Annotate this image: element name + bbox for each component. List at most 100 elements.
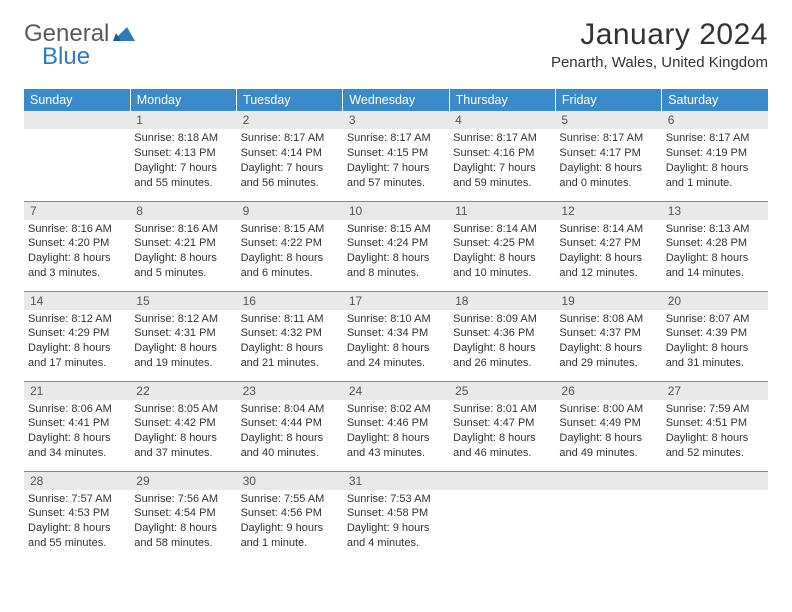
day-number: 28 <box>24 472 130 490</box>
sunrise-text: Sunrise: 8:14 AM <box>559 222 657 237</box>
sunset-text: Sunset: 4:46 PM <box>347 416 445 431</box>
day-number: 7 <box>24 202 130 220</box>
sunrise-text: Sunrise: 8:18 AM <box>134 131 232 146</box>
day-data: Sunrise: 8:18 AMSunset: 4:13 PMDaylight:… <box>130 129 236 190</box>
day-data: Sunrise: 7:57 AMSunset: 4:53 PMDaylight:… <box>24 490 130 551</box>
calendar-day-cell: 5Sunrise: 8:17 AMSunset: 4:17 PMDaylight… <box>555 111 661 201</box>
daylight-text: Daylight: 8 hours and 14 minutes. <box>666 251 764 281</box>
calendar-day-cell: 9Sunrise: 8:15 AMSunset: 4:22 PMDaylight… <box>237 201 343 291</box>
day-data: Sunrise: 8:07 AMSunset: 4:39 PMDaylight:… <box>662 310 768 371</box>
sunset-text: Sunset: 4:34 PM <box>347 326 445 341</box>
day-data: Sunrise: 8:14 AMSunset: 4:27 PMDaylight:… <box>555 220 661 281</box>
sunrise-text: Sunrise: 7:57 AM <box>28 492 126 507</box>
day-number: 22 <box>130 382 236 400</box>
daylight-text: Daylight: 8 hours and 26 minutes. <box>453 341 551 371</box>
calendar-day-cell: 16Sunrise: 8:11 AMSunset: 4:32 PMDayligh… <box>237 291 343 381</box>
daylight-text: Daylight: 8 hours and 8 minutes. <box>347 251 445 281</box>
day-data: Sunrise: 8:17 AMSunset: 4:16 PMDaylight:… <box>449 129 555 190</box>
sunset-text: Sunset: 4:37 PM <box>559 326 657 341</box>
weekday-header: Thursday <box>449 89 555 111</box>
sunrise-text: Sunrise: 8:17 AM <box>453 131 551 146</box>
day-number: 2 <box>237 111 343 129</box>
weekday-header: Wednesday <box>343 89 449 111</box>
daylight-text: Daylight: 8 hours and 58 minutes. <box>134 521 232 551</box>
sunrise-text: Sunrise: 7:55 AM <box>241 492 339 507</box>
day-data: Sunrise: 8:14 AMSunset: 4:25 PMDaylight:… <box>449 220 555 281</box>
sunrise-text: Sunrise: 8:08 AM <box>559 312 657 327</box>
calendar-day-cell: 29Sunrise: 7:56 AMSunset: 4:54 PMDayligh… <box>130 471 236 561</box>
daylight-text: Daylight: 8 hours and 55 minutes. <box>28 521 126 551</box>
calendar-day-cell: 24Sunrise: 8:02 AMSunset: 4:46 PMDayligh… <box>343 381 449 471</box>
sunrise-text: Sunrise: 8:00 AM <box>559 402 657 417</box>
sunset-text: Sunset: 4:58 PM <box>347 506 445 521</box>
daylight-text: Daylight: 8 hours and 21 minutes. <box>241 341 339 371</box>
day-number: 27 <box>662 382 768 400</box>
day-number: 6 <box>662 111 768 129</box>
day-data: Sunrise: 7:59 AMSunset: 4:51 PMDaylight:… <box>662 400 768 461</box>
day-number: 9 <box>237 202 343 220</box>
sunrise-text: Sunrise: 8:14 AM <box>453 222 551 237</box>
calendar-day-cell <box>555 471 661 561</box>
day-data: Sunrise: 8:17 AMSunset: 4:14 PMDaylight:… <box>237 129 343 190</box>
day-data: Sunrise: 8:02 AMSunset: 4:46 PMDaylight:… <box>343 400 449 461</box>
day-data: Sunrise: 8:01 AMSunset: 4:47 PMDaylight:… <box>449 400 555 461</box>
daylight-text: Daylight: 8 hours and 29 minutes. <box>559 341 657 371</box>
day-number <box>24 111 130 129</box>
weekday-header: Friday <box>555 89 661 111</box>
day-data: Sunrise: 8:11 AMSunset: 4:32 PMDaylight:… <box>237 310 343 371</box>
sunrise-text: Sunrise: 8:17 AM <box>559 131 657 146</box>
daylight-text: Daylight: 8 hours and 34 minutes. <box>28 431 126 461</box>
location: Penarth, Wales, United Kingdom <box>551 54 768 71</box>
sunrise-text: Sunrise: 8:17 AM <box>347 131 445 146</box>
day-number: 30 <box>237 472 343 490</box>
calendar-day-cell: 2Sunrise: 8:17 AMSunset: 4:14 PMDaylight… <box>237 111 343 201</box>
sunset-text: Sunset: 4:21 PM <box>134 236 232 251</box>
calendar-day-cell <box>449 471 555 561</box>
daylight-text: Daylight: 8 hours and 46 minutes. <box>453 431 551 461</box>
sunset-text: Sunset: 4:28 PM <box>666 236 764 251</box>
sunrise-text: Sunrise: 8:11 AM <box>241 312 339 327</box>
daylight-text: Daylight: 8 hours and 49 minutes. <box>559 431 657 461</box>
day-data: Sunrise: 8:16 AMSunset: 4:20 PMDaylight:… <box>24 220 130 281</box>
day-number: 26 <box>555 382 661 400</box>
calendar-day-cell: 14Sunrise: 8:12 AMSunset: 4:29 PMDayligh… <box>24 291 130 381</box>
sunset-text: Sunset: 4:27 PM <box>559 236 657 251</box>
daylight-text: Daylight: 8 hours and 19 minutes. <box>134 341 232 371</box>
daylight-text: Daylight: 8 hours and 5 minutes. <box>134 251 232 281</box>
sunrise-text: Sunrise: 8:17 AM <box>241 131 339 146</box>
calendar-day-cell: 21Sunrise: 8:06 AMSunset: 4:41 PMDayligh… <box>24 381 130 471</box>
sunset-text: Sunset: 4:13 PM <box>134 146 232 161</box>
calendar-week-row: 28Sunrise: 7:57 AMSunset: 4:53 PMDayligh… <box>24 471 768 561</box>
day-number: 21 <box>24 382 130 400</box>
daylight-text: Daylight: 8 hours and 6 minutes. <box>241 251 339 281</box>
daylight-text: Daylight: 8 hours and 1 minute. <box>666 161 764 191</box>
sunset-text: Sunset: 4:42 PM <box>134 416 232 431</box>
calendar-week-row: 21Sunrise: 8:06 AMSunset: 4:41 PMDayligh… <box>24 381 768 471</box>
day-number: 23 <box>237 382 343 400</box>
sunrise-text: Sunrise: 8:17 AM <box>666 131 764 146</box>
sunset-text: Sunset: 4:51 PM <box>666 416 764 431</box>
calendar-day-cell: 1Sunrise: 8:18 AMSunset: 4:13 PMDaylight… <box>130 111 236 201</box>
sunset-text: Sunset: 4:17 PM <box>559 146 657 161</box>
daylight-text: Daylight: 8 hours and 43 minutes. <box>347 431 445 461</box>
calendar-day-cell: 11Sunrise: 8:14 AMSunset: 4:25 PMDayligh… <box>449 201 555 291</box>
calendar-day-cell <box>662 471 768 561</box>
sunset-text: Sunset: 4:14 PM <box>241 146 339 161</box>
sunrise-text: Sunrise: 8:09 AM <box>453 312 551 327</box>
sunrise-text: Sunrise: 8:01 AM <box>453 402 551 417</box>
logo-text-blue: Blue <box>42 43 90 71</box>
day-number: 10 <box>343 202 449 220</box>
day-data: Sunrise: 8:04 AMSunset: 4:44 PMDaylight:… <box>237 400 343 461</box>
sunrise-text: Sunrise: 8:07 AM <box>666 312 764 327</box>
sunset-text: Sunset: 4:31 PM <box>134 326 232 341</box>
calendar-day-cell: 15Sunrise: 8:12 AMSunset: 4:31 PMDayligh… <box>130 291 236 381</box>
sunset-text: Sunset: 4:22 PM <box>241 236 339 251</box>
calendar-day-cell: 27Sunrise: 7:59 AMSunset: 4:51 PMDayligh… <box>662 381 768 471</box>
day-number: 11 <box>449 202 555 220</box>
calendar-week-row: 7Sunrise: 8:16 AMSunset: 4:20 PMDaylight… <box>24 201 768 291</box>
day-data: Sunrise: 8:12 AMSunset: 4:29 PMDaylight:… <box>24 310 130 371</box>
sunset-text: Sunset: 4:54 PM <box>134 506 232 521</box>
day-number <box>555 472 661 490</box>
sunrise-text: Sunrise: 8:15 AM <box>347 222 445 237</box>
calendar-day-cell: 20Sunrise: 8:07 AMSunset: 4:39 PMDayligh… <box>662 291 768 381</box>
